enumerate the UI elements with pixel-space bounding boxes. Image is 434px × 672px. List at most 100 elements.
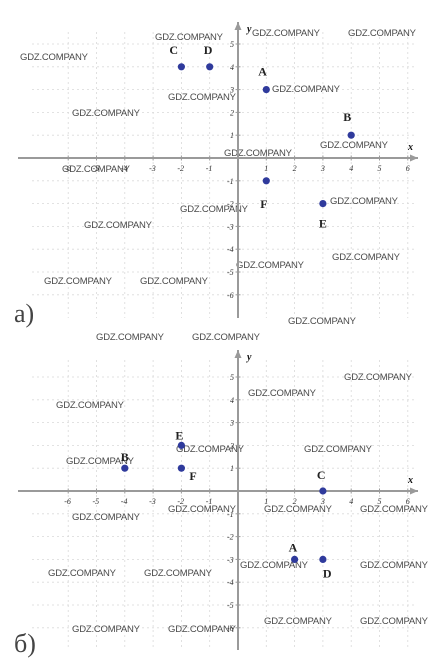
watermark-text: GDZ.COMPANY [96, 332, 165, 343]
point-label-c: C [169, 43, 178, 57]
y-tick-label: -5 [227, 268, 234, 277]
point-e [177, 441, 185, 449]
x-axis-arrow-icon [410, 487, 418, 495]
y-tick-label: 1 [230, 464, 234, 473]
points: A B C D E F [121, 428, 332, 580]
point-d [206, 63, 214, 71]
watermark-text: GDZ.COMPANY [66, 456, 135, 467]
x-tick-label: -1 [206, 164, 213, 173]
x-tick-label: 5 [378, 164, 382, 173]
watermark-text: GDZ.COMPANY [240, 560, 309, 571]
y-tick-label: -6 [227, 291, 234, 300]
coordinate-plane-a: GDZ.COMPANY GDZ.COMPANY GDZ.COMPANY GDZ.COM… [14, 22, 418, 328]
y-tick-label: 5 [230, 40, 234, 49]
point-f [177, 464, 185, 472]
watermark-text: GDZ.COMPANY [248, 388, 317, 399]
x-tick-label: -3 [149, 497, 156, 506]
watermark-text: GDZ.COMPANY [144, 568, 213, 579]
y-tick-label: -2 [227, 200, 234, 209]
x-tick-label: 4 [349, 164, 353, 173]
watermark-text: GDZ.COMPANY [332, 252, 401, 263]
watermark-text: GDZ.COMPANY [140, 276, 209, 287]
x-tick-label: -6 [64, 497, 71, 506]
point-e [319, 200, 327, 208]
y-axis-label: y [246, 24, 252, 35]
y-tick-label: -3 [227, 222, 234, 231]
grid [32, 32, 414, 318]
x-tick-label: 2 [293, 497, 297, 506]
y-tick-label: -6 [227, 624, 234, 633]
x-tick-label: 5 [378, 497, 382, 506]
watermark-text: GDZ.COMPANY [168, 504, 237, 515]
point-label-b: B [343, 110, 351, 124]
x-tick-label: 2 [293, 164, 297, 173]
x-tick-label: -6 [64, 164, 71, 173]
y-tick-label: 4 [230, 63, 234, 72]
x-tick-label: -2 [177, 497, 184, 506]
y-axis-label: y [246, 352, 252, 363]
tick-labels: -6 -5 -4 -3 -2 -1 1 2 3 4 5 6 5 4 3 2 1 -1 -2 -3 -4 -5 -6 [64, 373, 410, 633]
watermark-text: GDZ.COMPANY [344, 372, 413, 383]
point-label-c: C [317, 468, 326, 482]
points: A B C D E F [169, 43, 355, 231]
grid [32, 360, 414, 650]
point-b [347, 131, 355, 139]
watermark-text: GDZ.COMPANY [192, 332, 261, 343]
watermark-text: GDZ.COMPANY [168, 624, 237, 635]
coordinate-plane-b: GDZ.COMPANY GDZ.COMPANY GDZ.COMPANY GDZ.COM… [14, 332, 429, 658]
part-label: а) [14, 299, 34, 328]
watermark-text: GDZ.COMPANY [56, 400, 125, 411]
y-tick-label: 3 [229, 419, 234, 428]
y-tick-label: -2 [227, 533, 234, 542]
watermark-text: GDZ.COMPANY [264, 616, 333, 627]
point-d [319, 555, 327, 564]
y-tick-label: 2 [230, 108, 234, 117]
y-tick-label: 2 [230, 441, 234, 450]
x-axis-label: x [407, 475, 413, 486]
point-b [121, 464, 129, 472]
point-label-a: A [289, 540, 298, 554]
x-tick-label: 6 [406, 497, 410, 506]
watermark-text: GDZ.COMPANY [168, 92, 237, 103]
y-tick-label: -4 [227, 578, 234, 587]
x-tick-label: 3 [320, 164, 325, 173]
x-tick-label: 1 [264, 497, 268, 506]
x-tick-label: 6 [406, 164, 410, 173]
y-tick-label: -1 [227, 177, 234, 186]
point-label-d: D [323, 566, 332, 580]
y-tick-label: 3 [229, 86, 234, 95]
watermarks: GDZ.COMPANY GDZ.COMPANY GDZ.COMPANY GDZ.COM… [48, 332, 429, 635]
watermark-text: GDZ.COMPANY [304, 444, 373, 455]
watermark-text: GDZ.COMPANY [180, 204, 249, 215]
watermark-text: GDZ.COMPANY [62, 164, 131, 175]
watermarks: GDZ.COMPANY GDZ.COMPANY GDZ.COMPANY GDZ.COM… [20, 28, 417, 327]
watermark-text: GDZ.COMPANY [288, 316, 357, 327]
x-tick-label: 4 [349, 497, 353, 506]
watermark-text: GDZ.COMPANY [44, 276, 113, 287]
point-label-b: B [121, 450, 129, 464]
point-c [319, 487, 327, 495]
watermark-text: GDZ.COMPANY [224, 148, 293, 159]
watermark-text: GDZ.COMPANY [155, 32, 224, 43]
point-c [177, 63, 185, 71]
y-axis-arrow-icon [234, 350, 242, 358]
x-tick-label: -4 [121, 497, 128, 506]
x-axis-arrow-icon [410, 154, 418, 162]
y-tick-label: 4 [230, 396, 234, 405]
watermark-text: GDZ.COMPANY [360, 560, 429, 571]
x-axis-label: x [407, 142, 413, 153]
y-tick-label: -5 [227, 601, 234, 610]
y-tick-label: 5 [230, 373, 234, 382]
watermark-text: GDZ.COMPANY [330, 196, 399, 207]
x-tick-label: -2 [177, 164, 184, 173]
watermark-text: GDZ.COMPANY [72, 624, 141, 635]
watermark-text: GDZ.COMPANY [320, 140, 389, 151]
point-label-e: E [175, 428, 183, 442]
point-label-d: D [204, 43, 213, 57]
watermark-text: GDZ.COMPANY [360, 504, 429, 515]
point-label-f: F [189, 469, 196, 483]
watermark-text: GDZ.COMPANY [252, 28, 321, 39]
y-tick-label: -4 [227, 245, 234, 254]
x-tick-label: -5 [93, 164, 100, 173]
